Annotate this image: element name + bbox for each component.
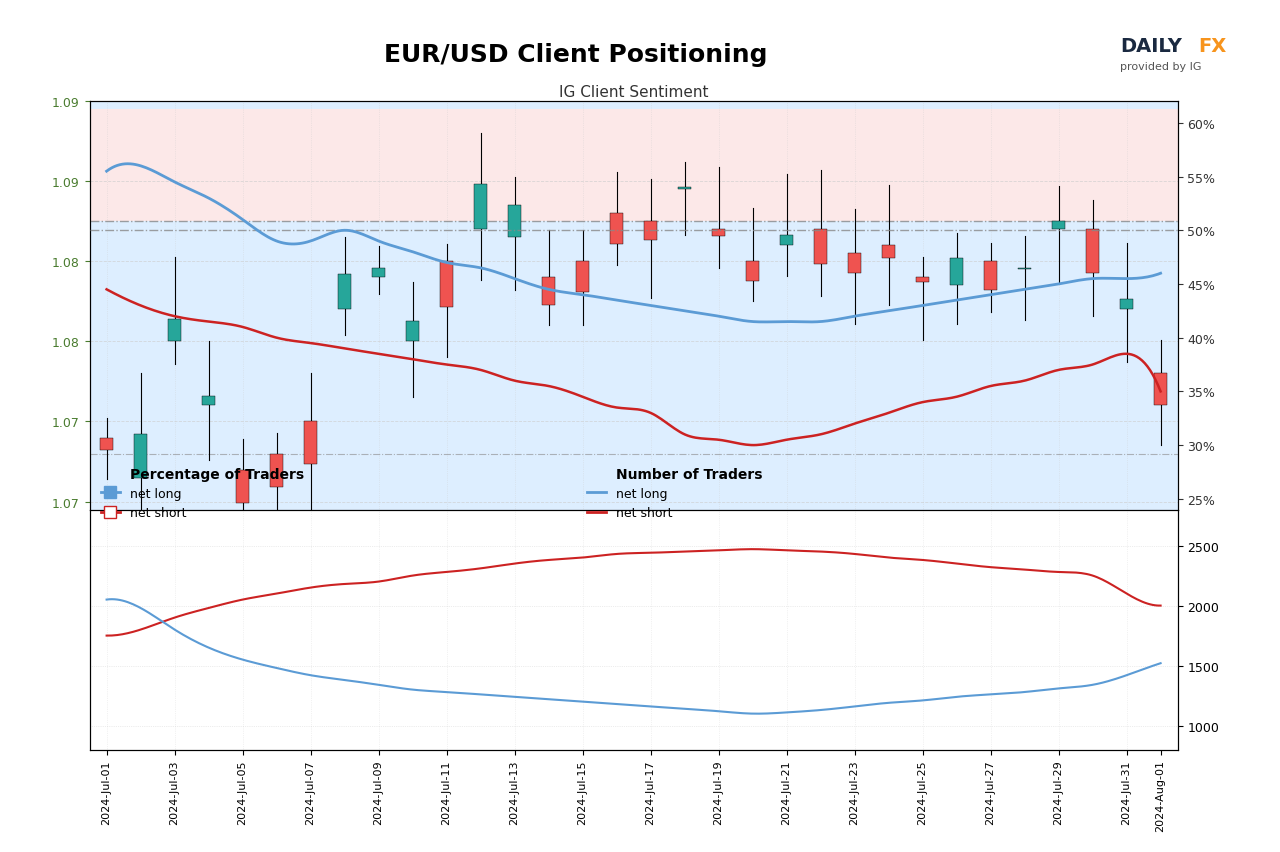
Legend: Percentage of Traders, net long, net short: Percentage of Traders, net long, net sho… [96,462,308,525]
Bar [576,262,589,292]
Bar [1018,268,1032,270]
Bar [1052,222,1065,230]
Bar [1153,374,1167,406]
Bar [168,320,182,342]
Bar [678,187,691,190]
Bar [508,206,521,239]
Bar [644,222,658,241]
Bar [915,278,929,282]
Bar [1085,230,1100,273]
Text: provided by IG: provided by IG [1120,61,1202,72]
Bar [440,262,453,308]
Bar [847,254,861,274]
Bar [270,454,283,487]
Bar [1120,300,1133,310]
Bar [814,230,827,265]
Bar [609,214,623,245]
Bar [474,185,488,230]
Bar [984,262,997,291]
Bar [90,222,1178,510]
Bar [303,422,317,464]
Text: DAILY: DAILY [1120,37,1181,56]
Bar [406,322,420,342]
Bar [541,278,556,306]
Bar [338,275,352,310]
Bar [371,268,385,278]
Legend: Number of Traders, net long, net short: Number of Traders, net long, net short [582,462,768,525]
Bar [202,396,215,406]
Bar [134,435,147,478]
Bar [236,470,250,503]
Title: IG Client Sentiment: IG Client Sentiment [559,84,708,100]
Bar [780,235,794,246]
Bar [746,262,759,282]
Bar [712,230,726,237]
Bar [882,246,896,259]
Bar [100,438,114,450]
Text: FX: FX [1198,37,1226,56]
Bar [90,110,1178,510]
Text: EUR/USD Client Positioning: EUR/USD Client Positioning [384,43,768,67]
Bar [950,259,964,286]
Bar [90,110,1178,222]
